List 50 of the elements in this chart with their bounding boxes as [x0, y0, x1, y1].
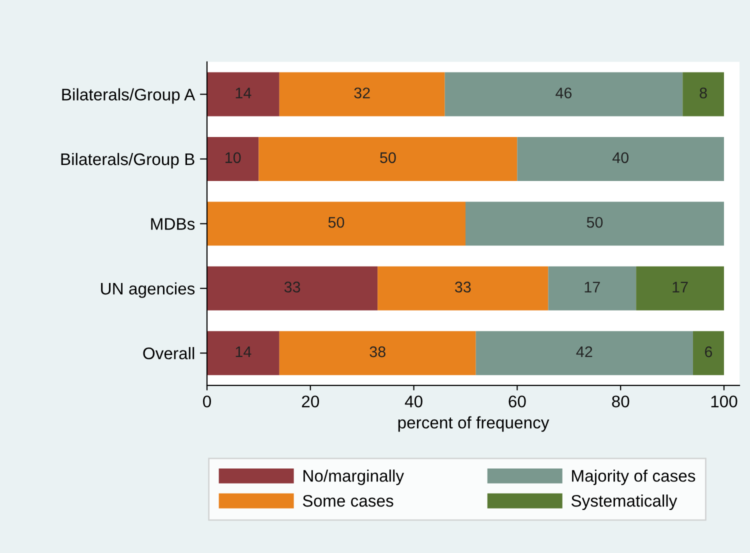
bar [207, 266, 378, 310]
bar [378, 266, 548, 310]
data-label: 50 [328, 216, 344, 228]
data-label: 50 [380, 152, 396, 164]
data-label: 17 [672, 282, 688, 292]
data-label: 33 [284, 282, 300, 292]
bar [207, 331, 280, 376]
bar [517, 136, 724, 181]
data-label: 32 [354, 88, 370, 98]
y-tick-label: UN agencies [101, 282, 195, 298]
legend-label: Majority of cases [572, 470, 696, 486]
data-label: 14 [236, 88, 252, 98]
data-label: 14 [236, 346, 252, 358]
data-label: 33 [454, 282, 471, 292]
x-tick-label: 80 [612, 396, 630, 408]
bar [207, 72, 280, 116]
y-tick-label: Bilaterals/Group B [61, 152, 194, 168]
y-tick-label: Overall [143, 347, 194, 360]
bar [636, 266, 724, 310]
x-tick-label: 0 [203, 396, 211, 408]
bar [279, 331, 476, 376]
data-label: 50 [586, 216, 603, 228]
legend-label: Some cases [302, 494, 394, 507]
data-label: 10 [226, 152, 241, 164]
bar [258, 136, 518, 181]
data-label: 8 [700, 88, 707, 98]
data-label: 6 [705, 346, 712, 358]
legend-label: No/marginally [304, 470, 404, 486]
data-label: 40 [612, 152, 628, 164]
bar [548, 266, 636, 310]
bar [279, 72, 445, 116]
data-label: 17 [584, 282, 600, 292]
x-tick-label: 60 [508, 396, 526, 408]
x-axis-title: percent of frequency [398, 416, 550, 432]
bar [444, 72, 683, 116]
bar [682, 72, 724, 116]
y-tick-label: Bilaterals/Group A [62, 88, 196, 104]
x-tick-label: 40 [404, 396, 422, 408]
data-label: 38 [370, 346, 386, 358]
data-label: 46 [556, 88, 572, 98]
x-tick-label: 20 [302, 396, 320, 408]
legend-label: Systematically [571, 494, 678, 510]
bar [207, 202, 466, 246]
data-label: 42 [576, 346, 592, 358]
bar [476, 331, 693, 376]
bar [207, 136, 259, 181]
bar [692, 331, 724, 376]
x-tick-label: 100 [711, 396, 738, 408]
bar [465, 202, 724, 246]
y-tick-label: MDBs [151, 218, 195, 230]
